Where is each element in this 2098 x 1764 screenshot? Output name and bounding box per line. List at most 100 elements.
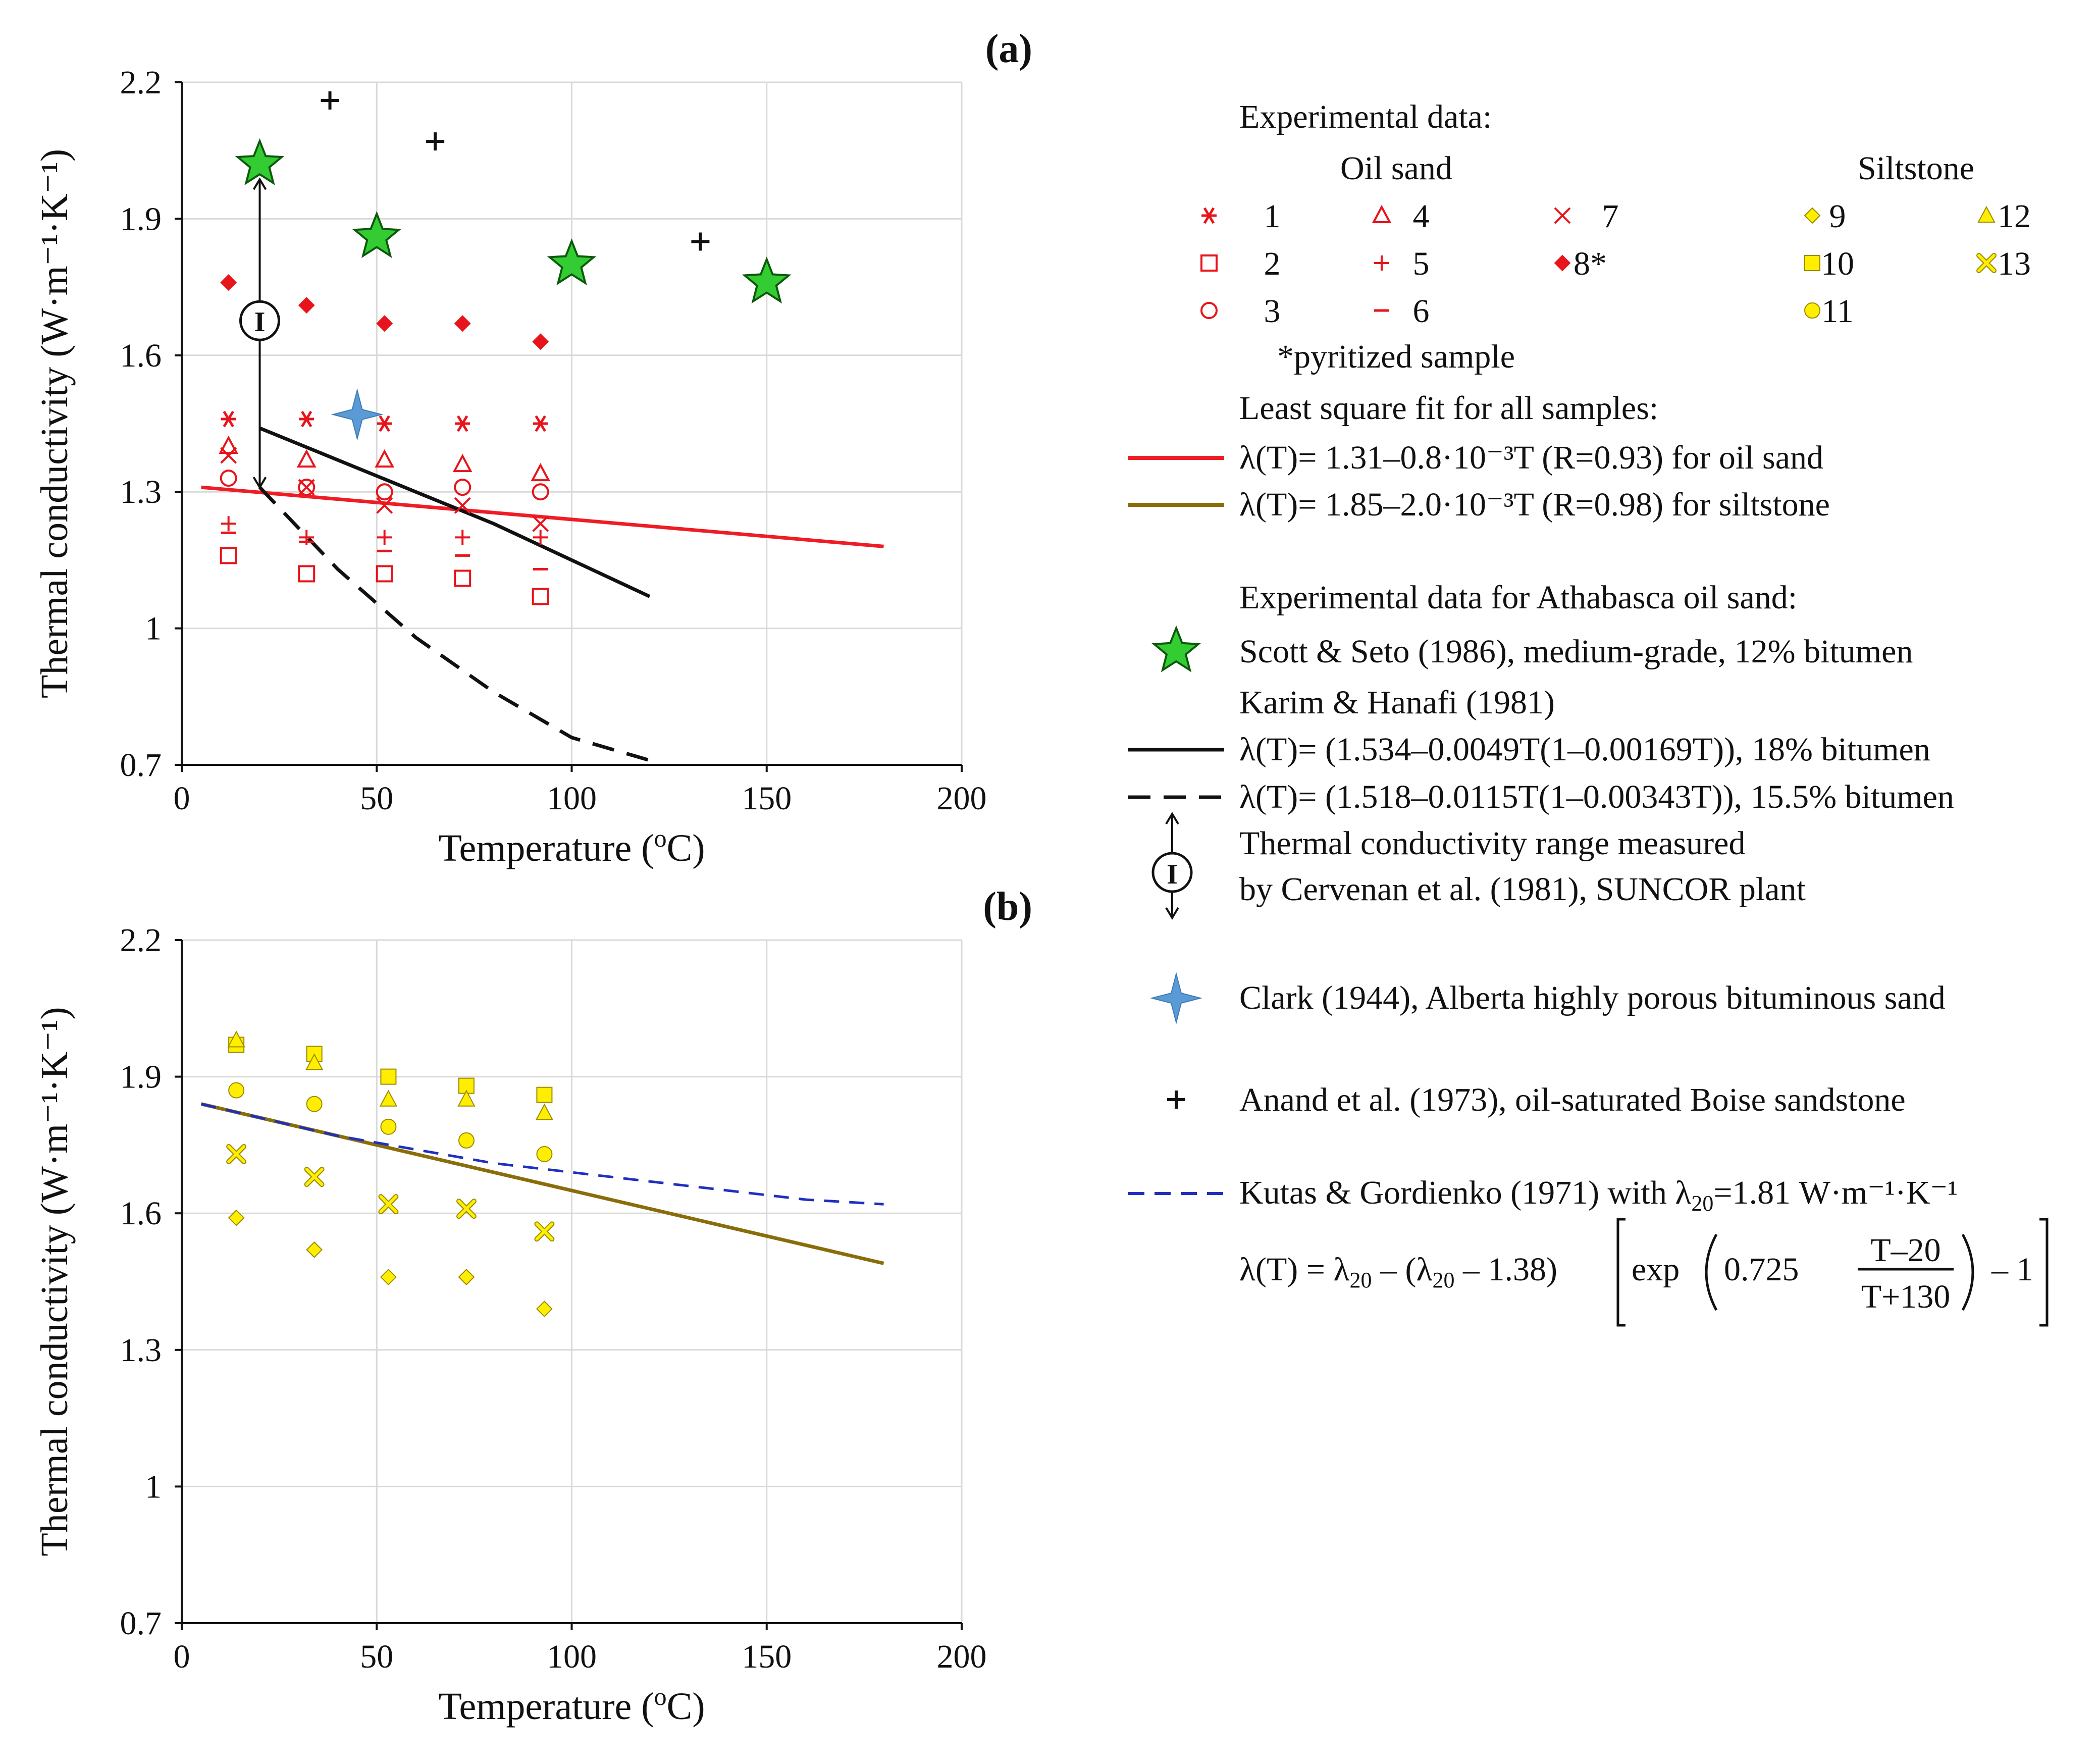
y-axis-label: Thermal conductivity (W·m⁻¹·K⁻¹) xyxy=(33,1007,76,1556)
data-point xyxy=(220,470,237,487)
legend-marker xyxy=(1201,207,1217,224)
formula-left-bracket xyxy=(1616,1218,1625,1327)
data-point xyxy=(376,565,393,583)
data-point xyxy=(452,453,473,473)
x-tick-label: 200 xyxy=(937,780,987,817)
legend-fit-oil: λ(T)= 1.31–0.8·10⁻³T (R=0.93) for oil sa… xyxy=(1239,439,1823,476)
y-tick-label: 1.6 xyxy=(120,337,162,374)
y-tick-label: 1 xyxy=(145,1468,162,1505)
legend-kutas: Kutas & Gordienko (1971) with λ20=1.81 W… xyxy=(1239,1174,1958,1216)
legend-anand: Anand et al. (1973), oil-saturated Boise… xyxy=(1239,1081,1906,1118)
legend-sample-label: 10 xyxy=(1821,245,1854,282)
formula-right-paren xyxy=(1961,1233,1974,1311)
legend-scott-star-icon xyxy=(1151,625,1201,672)
data-point xyxy=(379,1089,398,1107)
range-bar-arrow-bottom xyxy=(252,477,267,490)
formula-denominator: T+130 xyxy=(1861,1278,1951,1315)
formula-lhs: λ(T) = λ20 – (λ20 – 1.38) xyxy=(1239,1251,1557,1292)
x-tick-label: 50 xyxy=(360,780,393,817)
legend-marker xyxy=(1554,254,1571,272)
y-tick-label: 0.7 xyxy=(120,1605,162,1642)
legend-cervenan-line1: Thermal conductivity range measured xyxy=(1239,825,1745,862)
legend-karim-18: λ(T)= (1.534–0.0049T(1–0.00169T)), 18% b… xyxy=(1239,731,1930,768)
x-tick-label: 100 xyxy=(547,1638,597,1675)
formula-exp: exp xyxy=(1632,1251,1680,1288)
data-point xyxy=(455,415,470,432)
legend-marker xyxy=(1167,1091,1185,1109)
data-point xyxy=(380,1068,397,1085)
formula-coef: 0.725 xyxy=(1724,1251,1799,1288)
series-line xyxy=(201,485,884,548)
legend-athabasca-title: Experimental data for Athabasca oil sand… xyxy=(1239,579,1797,616)
x-axis-label: Temperature (oC) xyxy=(438,1682,705,1728)
data-point xyxy=(235,138,285,185)
legend-sample-label: 13 xyxy=(1998,245,2031,282)
data-point xyxy=(454,569,471,587)
legend-kutas-formula: λ(T) = λ20 – (λ20 – 1.38) exp 0.725 T–20… xyxy=(1239,1218,2049,1327)
x-tick-label: 0 xyxy=(174,1638,190,1675)
data-point xyxy=(227,1145,246,1163)
x-tick-label: 0 xyxy=(174,780,190,817)
legend-sample-label: 1 xyxy=(1264,198,1281,235)
legend-sample-label: 3 xyxy=(1264,293,1281,330)
legend-fit-silt: λ(T)= 1.85–2.0·10⁻³T (R=0.98) for siltst… xyxy=(1239,486,1830,523)
legend-fit-title: Least square fit for all samples: xyxy=(1239,390,1658,427)
data-point xyxy=(298,297,315,314)
x-axis-label: Temperature (oC) xyxy=(438,824,705,869)
data-point xyxy=(228,1209,245,1226)
legend-cervenan-line2: by Cervenan et al. (1981), SUNCOR plant xyxy=(1239,871,1806,908)
formula-left-paren xyxy=(1705,1233,1718,1311)
y-tick-label: 1.3 xyxy=(120,474,162,510)
legend-marker xyxy=(1977,205,1996,223)
series-line xyxy=(259,426,651,598)
formula-right-bracket xyxy=(2039,1218,2049,1327)
data-point xyxy=(298,479,316,496)
legend-marker xyxy=(1554,207,1571,224)
legend-experimental-title: Experimental data: xyxy=(1239,98,1492,135)
y-tick-label: 1 xyxy=(145,610,162,647)
data-point xyxy=(306,1241,323,1258)
data-point xyxy=(379,1195,398,1214)
data-point xyxy=(228,1082,245,1099)
data-point xyxy=(298,565,316,583)
data-point xyxy=(221,516,236,532)
data-point xyxy=(535,1222,554,1241)
series-line xyxy=(258,486,650,762)
legend-clark-star-icon xyxy=(1150,972,1202,1024)
legend-clark: Clark (1944), Alberta highly porous bitu… xyxy=(1239,979,1946,1016)
data-point xyxy=(691,232,710,251)
data-point xyxy=(457,1089,476,1107)
legend-sample-label: 9 xyxy=(1829,198,1846,235)
range-bar-circle xyxy=(239,300,280,341)
legend-marker xyxy=(1977,254,1996,272)
data-point xyxy=(535,1103,554,1120)
y-axis-label: Thermal conductivity (W·m⁻¹·K⁻¹) xyxy=(33,149,76,698)
range-bar-label: I xyxy=(254,306,266,338)
legend-marker xyxy=(1200,302,1218,319)
legend-marker xyxy=(1372,204,1392,223)
x-tick-label: 200 xyxy=(937,1638,987,1675)
data-point xyxy=(321,91,339,110)
data-point xyxy=(376,497,393,514)
data-point xyxy=(531,462,551,482)
data-point xyxy=(458,1269,475,1285)
y-tick-label: 1.9 xyxy=(120,1059,162,1096)
data-point xyxy=(426,132,445,151)
legend-marker xyxy=(1804,207,1821,224)
data-point xyxy=(227,1030,245,1048)
data-point xyxy=(331,388,384,441)
y-tick-label: 1.6 xyxy=(120,1195,162,1232)
data-point xyxy=(305,1168,324,1186)
data-point xyxy=(221,410,236,428)
formula-numerator: T–20 xyxy=(1870,1232,1940,1269)
y-tick-label: 0.7 xyxy=(120,747,162,784)
legend-pyritized-note: *pyritized sample xyxy=(1277,338,1515,375)
series-line xyxy=(201,1103,884,1206)
data-point xyxy=(380,1269,397,1285)
x-tick-label: 100 xyxy=(547,780,597,817)
data-point xyxy=(380,1118,397,1135)
data-point xyxy=(536,1146,553,1162)
data-point xyxy=(547,238,597,286)
data-point xyxy=(533,415,548,432)
